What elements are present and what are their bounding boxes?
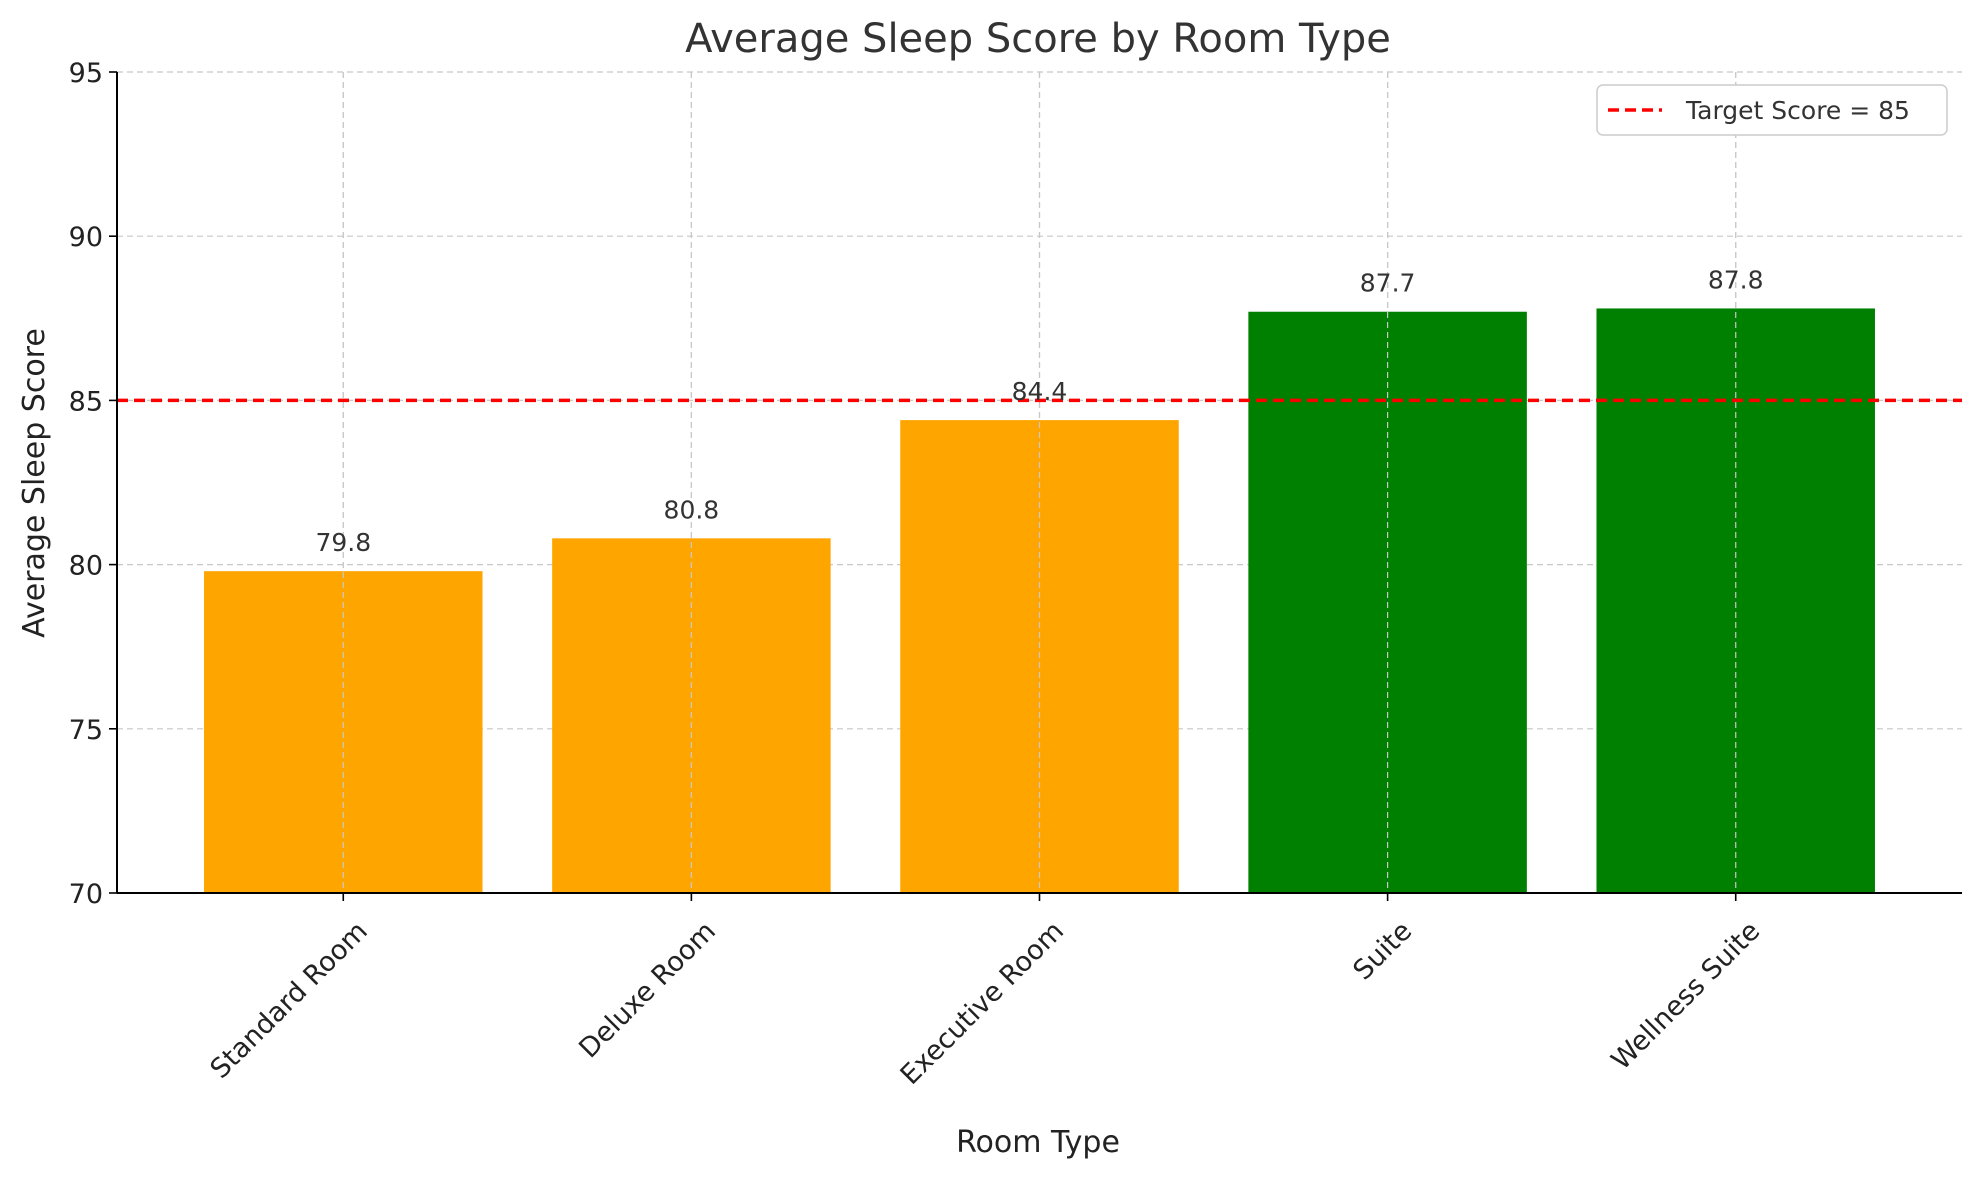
chart-title: Average Sleep Score by Room Type xyxy=(685,16,1391,62)
bar-value-label: 80.8 xyxy=(664,495,720,524)
bar-value-label: 87.8 xyxy=(1708,265,1764,294)
bar-value-label: 84.4 xyxy=(1012,377,1068,406)
bar-value-label: 87.7 xyxy=(1360,269,1416,298)
y-axis-title: Average Sleep Score xyxy=(17,328,52,638)
bar-value-label: 79.8 xyxy=(315,528,371,557)
y-tick-label: 90 xyxy=(69,222,103,253)
y-tick-label: 85 xyxy=(69,386,103,417)
legend: Target Score = 85 xyxy=(1596,84,1948,136)
y-tick-label: 75 xyxy=(69,715,103,746)
y-tick-label: 80 xyxy=(69,551,103,582)
legend-box xyxy=(1596,84,1948,136)
x-axis-title: Room Type xyxy=(956,1125,1120,1160)
y-tick-label: 70 xyxy=(69,879,103,910)
bar-value-labels: 79.8 80.8 84.4 87.7 87.8 xyxy=(315,265,1763,557)
legend-label: Target Score = 85 xyxy=(1685,96,1910,125)
y-tick-label: 95 xyxy=(69,58,103,89)
bars-layer xyxy=(204,72,1875,893)
